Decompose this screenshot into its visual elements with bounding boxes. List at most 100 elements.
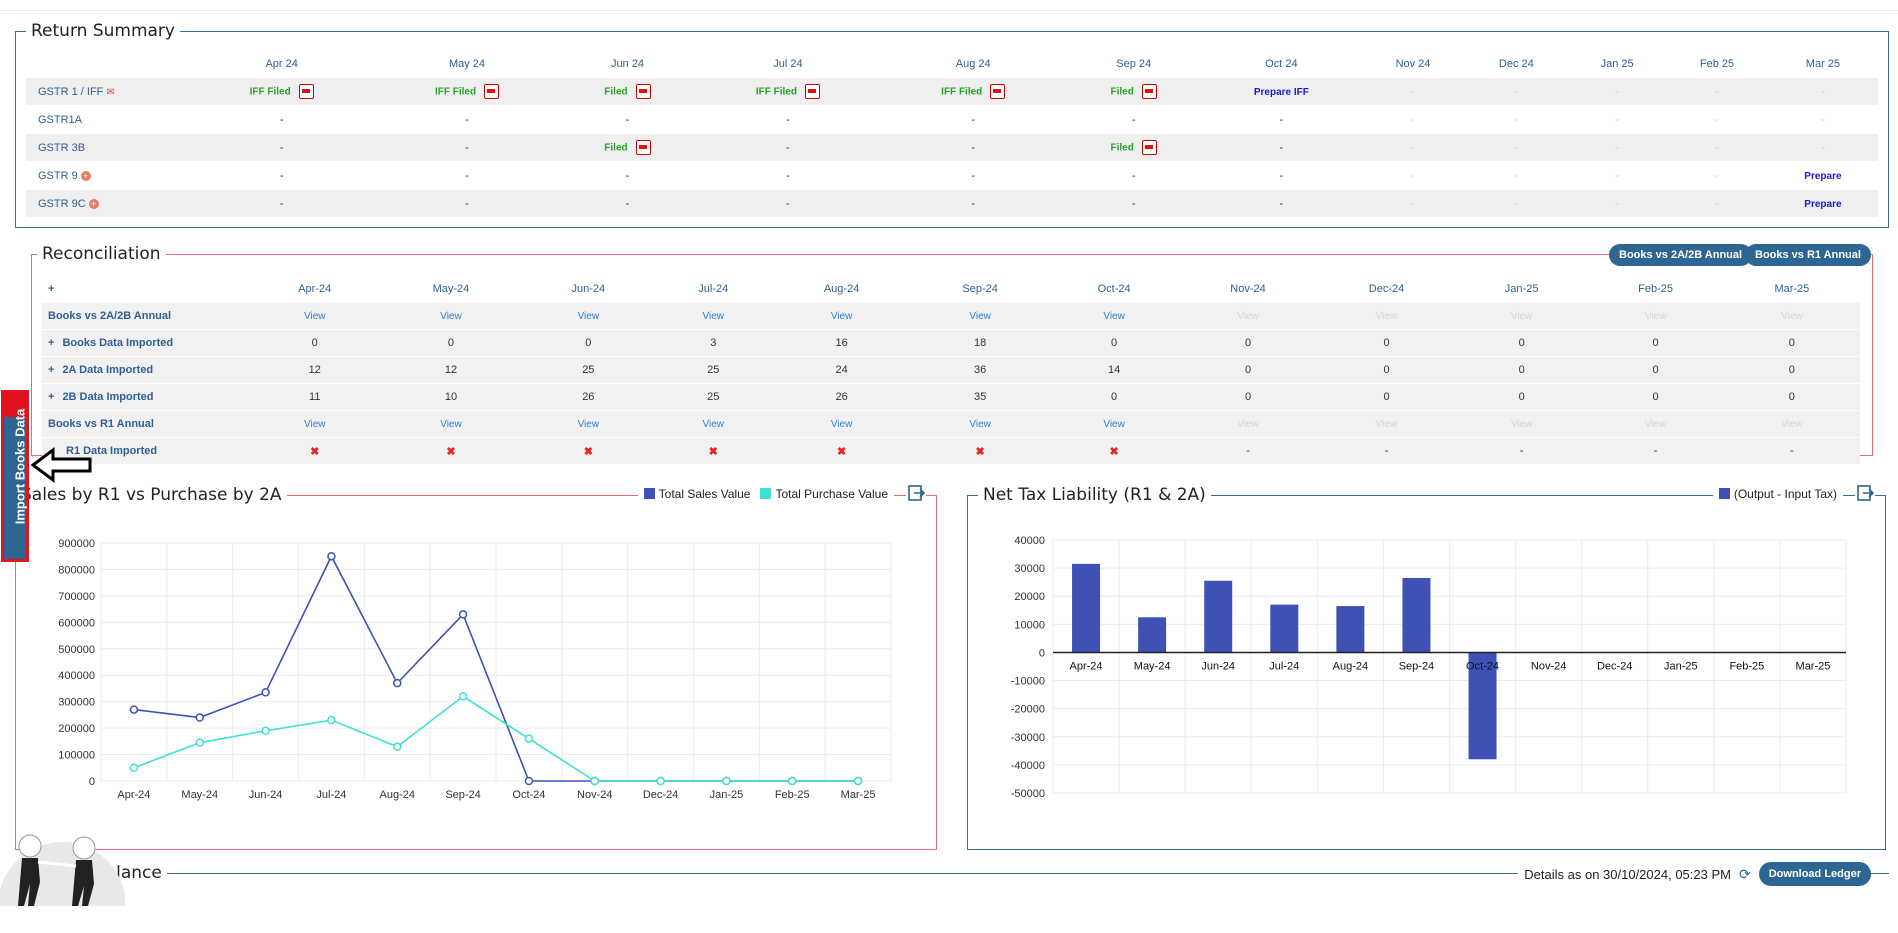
- status-text[interactable]: Prepare IFF: [1253, 86, 1309, 98]
- status-text: -: [465, 197, 469, 210]
- status-text: -: [971, 197, 976, 210]
- data-point: [129, 763, 139, 773]
- view-link[interactable]: View: [654, 303, 773, 330]
- pdf-icon[interactable]: [635, 140, 651, 155]
- return-status-cell: -: [189, 189, 375, 218]
- pdf-icon[interactable]: [635, 84, 651, 99]
- legend-item-sales[interactable]: Total Sales Value: [643, 487, 750, 501]
- y-tick-label: -20000: [1011, 704, 1045, 716]
- view-link[interactable]: View: [379, 303, 523, 330]
- cell-text: View: [1237, 419, 1259, 430]
- view-link[interactable]: View: [772, 303, 911, 330]
- cell-text: View: [1375, 419, 1398, 430]
- cell-text: 0: [1652, 391, 1659, 403]
- x-tick-label: Nov-24: [1531, 660, 1566, 672]
- y-tick-label: 600000: [58, 617, 95, 629]
- books-vs-r1-annual-button[interactable]: Books vs R1 Annual: [1745, 244, 1871, 266]
- view-link[interactable]: View: [910, 303, 1050, 330]
- count-cell: 0: [1178, 356, 1318, 384]
- legend-item-net-tax[interactable]: (Output - Input Tax): [1718, 487, 1837, 501]
- x-tick-label: Oct-24: [512, 789, 545, 801]
- view-link[interactable]: View: [654, 410, 773, 438]
- return-summary-title: Return Summary: [26, 21, 180, 41]
- return-status-cell[interactable]: Prepare: [1767, 161, 1878, 190]
- status-text[interactable]: Prepare: [1804, 170, 1842, 182]
- data-point: [327, 551, 336, 561]
- count-cell: 0: [1587, 383, 1724, 411]
- expand-row-button[interactable]: +: [48, 337, 55, 349]
- x-tick-label: May-24: [181, 789, 218, 801]
- count-cell: 10: [379, 383, 523, 411]
- return-row: GSTR 1 / IFF ✉ IFF Filed IFF Filed Filed IFF …: [26, 78, 1878, 106]
- legend-item-purchase[interactable]: Total Purchase Value: [760, 487, 888, 501]
- pdf-icon[interactable]: [298, 84, 314, 99]
- count-cell: 0: [1049, 329, 1179, 357]
- month-header: Sep-24: [962, 283, 998, 295]
- status-text: IFF Filed: [755, 86, 797, 98]
- cell-text: 18: [974, 337, 987, 349]
- pdf-icon[interactable]: [1141, 84, 1157, 99]
- count-cell: 0: [1455, 356, 1588, 384]
- return-status-cell: -: [559, 189, 696, 218]
- add-icon[interactable]: +: [80, 170, 91, 181]
- return-name[interactable]: GSTR1A: [26, 105, 189, 134]
- return-name[interactable]: GSTR 9 +: [26, 161, 189, 190]
- view-link[interactable]: View: [772, 410, 911, 438]
- cell-text: 25: [582, 364, 595, 376]
- expand-row-button[interactable]: +: [48, 364, 55, 376]
- return-status-cell[interactable]: Prepare IFF: [1201, 78, 1362, 106]
- y-tick-label: 30000: [1014, 563, 1045, 575]
- import-books-data-tab[interactable]: Import Books Data: [1, 390, 29, 562]
- view-link[interactable]: View: [522, 410, 655, 438]
- download-ledger-button[interactable]: Download Ledger: [1758, 862, 1871, 886]
- export-icon[interactable]: [906, 483, 926, 503]
- books-vs-2a2b-annual-button[interactable]: Books vs 2A/2B Annual: [1609, 244, 1753, 266]
- month-header: Feb 25: [1699, 58, 1735, 70]
- data-point: [261, 726, 270, 736]
- return-row: GSTR 9C + - - - - - - - - - - - Prepare: [26, 189, 1878, 218]
- expand-row-button[interactable]: +: [48, 391, 55, 403]
- return-name[interactable]: GSTR 3B: [26, 133, 189, 162]
- cross-icon: ✖: [1049, 437, 1179, 465]
- status-text[interactable]: Prepare: [1804, 198, 1842, 210]
- return-status-cell[interactable]: Prepare: [1767, 189, 1878, 218]
- view-link[interactable]: View: [1049, 410, 1179, 438]
- cell-text: View: [1103, 419, 1125, 430]
- ledger-details-text: Details as on 30/10/2024, 05:23 PM: [1524, 866, 1731, 882]
- pdf-icon[interactable]: [804, 84, 820, 99]
- cell-text: View: [577, 311, 600, 322]
- export-icon[interactable]: [1855, 483, 1875, 503]
- pdf-icon[interactable]: [990, 84, 1006, 99]
- return-name[interactable]: GSTR 1 / IFF ✉: [26, 78, 189, 106]
- cell-text: -: [1653, 445, 1658, 457]
- return-status-cell: -: [1065, 105, 1202, 134]
- return-status-cell: -: [374, 189, 560, 218]
- expand-all-button[interactable]: +: [48, 283, 55, 295]
- month-header: Nov-24: [1230, 283, 1266, 295]
- view-link[interactable]: View: [379, 410, 523, 438]
- refresh-icon[interactable]: ⟳: [1738, 865, 1751, 882]
- view-link[interactable]: View: [250, 303, 380, 330]
- month-header: Oct 24: [1265, 58, 1298, 70]
- view-link[interactable]: View: [522, 303, 655, 330]
- view-link[interactable]: View: [910, 410, 1050, 438]
- x-tick-label: Dec-24: [1597, 660, 1632, 672]
- pdf-icon[interactable]: [1141, 140, 1157, 155]
- return-status-cell: -: [695, 189, 881, 218]
- view-link[interactable]: View: [250, 410, 380, 438]
- mail-icon[interactable]: ✉: [106, 86, 115, 98]
- cell-text: 0: [1244, 391, 1252, 403]
- y-tick-label: 500000: [58, 644, 95, 656]
- pdf-icon[interactable]: [484, 84, 500, 99]
- cell-text: View: [440, 311, 462, 322]
- view-link[interactable]: View: [1049, 303, 1179, 330]
- status-text: -: [1615, 141, 1619, 154]
- cell-text: View: [1781, 311, 1803, 322]
- row-name: 2B Data Imported: [62, 391, 154, 403]
- view-link: View: [1587, 410, 1724, 438]
- return-name[interactable]: GSTR 9C +: [26, 189, 189, 218]
- status-text: IFF Filed: [434, 86, 477, 98]
- add-icon[interactable]: +: [88, 198, 99, 209]
- status-text: -: [1514, 169, 1519, 182]
- month-header: Aug-24: [823, 283, 860, 295]
